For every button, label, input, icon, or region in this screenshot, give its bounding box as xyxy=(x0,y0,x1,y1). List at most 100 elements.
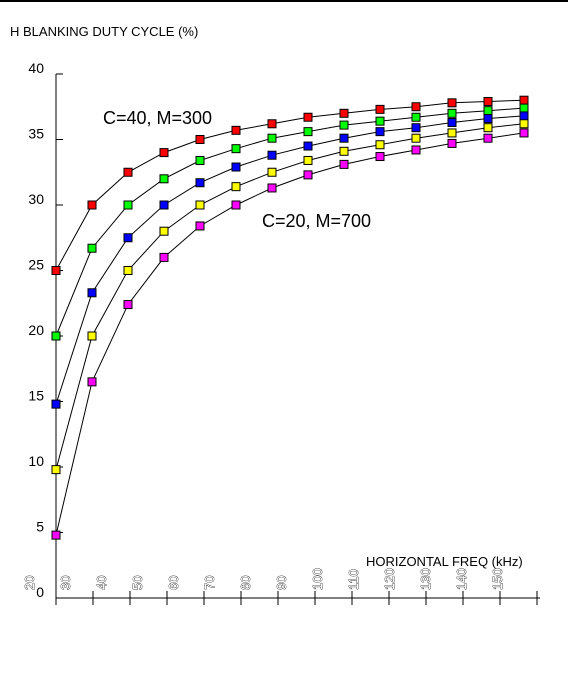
y-tick-label: 40 xyxy=(28,60,44,76)
data-point-series-1 xyxy=(231,125,241,135)
data-point-series-3 xyxy=(267,150,277,160)
data-point-series-3 xyxy=(339,133,349,143)
data-point-series-1 xyxy=(123,167,133,177)
x-axis-title: HORIZONTAL FREQ (kHz) xyxy=(366,554,523,569)
data-point-series-2 xyxy=(411,112,421,122)
x-tick-label: 140 xyxy=(454,568,469,590)
series-line-4 xyxy=(55,123,525,470)
data-point-series-5 xyxy=(51,530,61,540)
data-point-series-3 xyxy=(519,111,529,121)
y-tick-label: 15 xyxy=(28,388,44,404)
data-point-series-3 xyxy=(159,200,169,210)
data-point-series-3 xyxy=(51,399,61,409)
data-point-series-1 xyxy=(267,119,277,129)
x-tick-label: 100 xyxy=(310,568,325,590)
data-point-series-4 xyxy=(375,140,385,150)
data-point-series-5 xyxy=(159,252,169,262)
x-tick-label: 60 xyxy=(166,576,181,590)
data-point-series-4 xyxy=(447,128,457,138)
data-point-series-2 xyxy=(519,103,529,113)
x-tick-label: 20 xyxy=(22,576,37,590)
x-axis-ticks: 20 30 40 50 60 70 80 90 100 110 120 130 140 150 xyxy=(22,568,538,605)
data-point-series-4 xyxy=(231,182,241,192)
data-point-series-5 xyxy=(231,200,241,210)
x-tick-label: 50 xyxy=(130,576,145,590)
data-point-series-2 xyxy=(159,174,169,184)
x-tick-label: 150 xyxy=(490,568,505,590)
data-point-series-4 xyxy=(195,200,205,210)
data-point-series-5 xyxy=(411,145,421,155)
y-tick-label: 5 xyxy=(36,519,44,535)
data-point-series-1 xyxy=(375,104,385,114)
data-point-series-1 xyxy=(411,102,421,112)
annotation-bottom: C=20, M=700 xyxy=(262,211,371,231)
data-point-series-3 xyxy=(123,233,133,243)
data-point-series-5 xyxy=(483,133,493,143)
series-line-3 xyxy=(55,115,525,405)
y-tick-label: 20 xyxy=(28,322,44,338)
data-point-series-4 xyxy=(411,133,421,143)
y-tick-label: 0 xyxy=(36,584,44,600)
data-point-series-4 xyxy=(339,146,349,156)
data-point-series-2 xyxy=(339,120,349,130)
series-line-5 xyxy=(55,132,525,536)
data-point-series-5 xyxy=(267,183,277,193)
y-tick-label: 10 xyxy=(28,453,44,469)
data-point-series-4 xyxy=(303,155,313,165)
data-point-series-1 xyxy=(51,266,61,275)
data-point-series-4 xyxy=(51,465,61,475)
y-tick-label: 25 xyxy=(28,257,44,273)
data-point-series-5 xyxy=(519,128,529,138)
y-axis-title: H BLANKING DUTY CYCLE (%) xyxy=(10,24,198,39)
data-point-series-5 xyxy=(339,159,349,169)
data-point-series-1 xyxy=(519,95,529,105)
data-point-series-2 xyxy=(87,243,97,253)
data-point-series-2 xyxy=(267,133,277,143)
data-point-series-2 xyxy=(195,155,205,165)
data-point-series-2 xyxy=(375,116,385,126)
x-tick-label: 30 xyxy=(58,576,73,590)
data-point-series-3 xyxy=(447,117,457,127)
data-point-series-2 xyxy=(303,127,313,137)
data-point-series-5 xyxy=(195,221,205,231)
x-tick-label: 40 xyxy=(94,576,109,590)
data-point-series-5 xyxy=(123,300,133,310)
data-point-series-5 xyxy=(375,152,385,162)
x-tick-label: 80 xyxy=(238,576,253,590)
series-lines xyxy=(55,99,525,536)
data-point-series-1 xyxy=(447,98,457,108)
data-point-series-5 xyxy=(303,170,313,180)
data-point-series-5 xyxy=(87,377,97,387)
data-point-series-2 xyxy=(51,331,61,341)
x-tick-label: 90 xyxy=(274,576,289,590)
series-markers xyxy=(51,95,529,540)
series-line-2 xyxy=(55,107,525,337)
top-border-line xyxy=(0,0,568,2)
y-axis-ticks: 0 5 10 15 20 25 30 35 40 xyxy=(28,60,63,600)
x-tick-label: 130 xyxy=(418,568,433,590)
data-point-series-4 xyxy=(159,226,169,236)
data-point-series-4 xyxy=(519,119,529,129)
series-line-1 xyxy=(55,99,525,271)
x-tick-label: 120 xyxy=(382,568,397,590)
data-point-series-2 xyxy=(231,144,241,154)
data-point-series-3 xyxy=(483,114,493,124)
data-point-series-3 xyxy=(303,141,313,151)
data-point-series-3 xyxy=(195,178,205,188)
data-point-series-1 xyxy=(159,148,169,158)
data-point-series-1 xyxy=(303,112,313,122)
data-point-series-3 xyxy=(87,288,97,298)
data-point-series-4 xyxy=(123,266,133,275)
data-point-series-3 xyxy=(231,162,241,172)
data-point-series-4 xyxy=(87,331,97,341)
data-point-series-2 xyxy=(123,200,133,210)
data-point-series-4 xyxy=(267,167,277,177)
data-point-series-1 xyxy=(195,135,205,144)
annotation-top: C=40, M=300 xyxy=(103,108,212,128)
data-point-series-5 xyxy=(447,138,457,148)
data-point-series-3 xyxy=(375,127,385,137)
x-tick-label: 110 xyxy=(346,569,361,590)
data-point-series-1 xyxy=(339,108,349,118)
data-point-series-1 xyxy=(483,97,493,107)
